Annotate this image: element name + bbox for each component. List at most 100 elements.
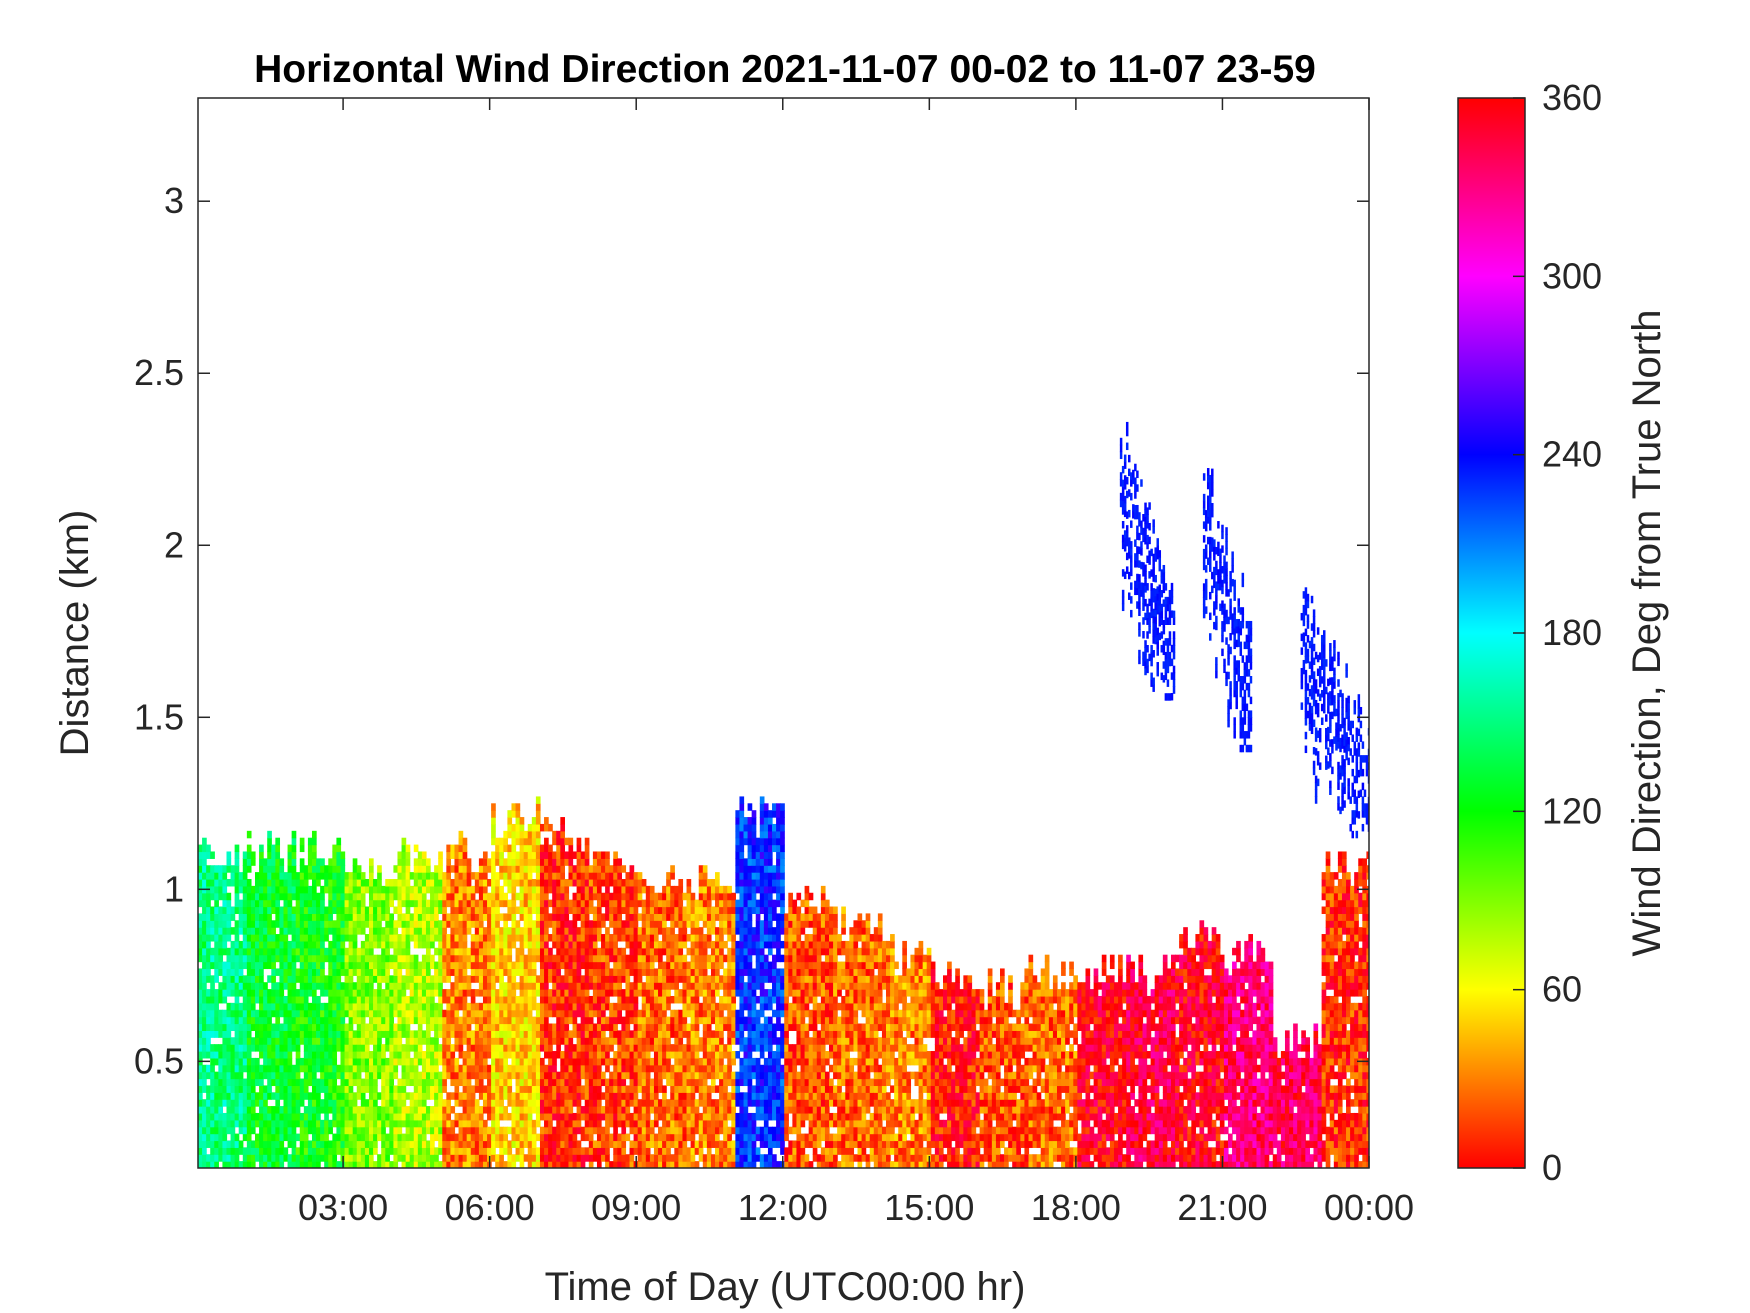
heatmap-cell (670, 906, 675, 915)
heatmap-cell (381, 1119, 386, 1128)
heatmap-cell (263, 1002, 268, 1011)
heatmap-cell (307, 940, 313, 949)
heatmap-cell (385, 920, 390, 928)
heatmap-cell (482, 1016, 488, 1025)
heatmap-cell (446, 1071, 452, 1080)
heatmap-cell (515, 1030, 521, 1038)
heatmap-cell (523, 1078, 529, 1087)
heatmap-cell (450, 961, 456, 970)
heatmap-cell (544, 1064, 549, 1073)
heatmap-cell (438, 899, 443, 908)
heatmap-cell (234, 858, 240, 866)
heatmap-cell (470, 1126, 476, 1135)
heatmap-cell (316, 1154, 321, 1162)
heatmap-cell (413, 865, 419, 873)
heatmap-cell (637, 1161, 643, 1168)
heatmap-cell (519, 1154, 525, 1162)
heatmap-cell (474, 1002, 480, 1011)
heatmap-cell (637, 892, 643, 901)
heatmap-cell (560, 954, 565, 963)
heatmap-cell (393, 1154, 399, 1162)
heatmap-cell (601, 1016, 606, 1025)
heatmap-cell (633, 1016, 639, 1025)
heatmap-cell (633, 947, 639, 956)
heatmap-cell (653, 982, 659, 990)
heatmap-cell (328, 872, 333, 880)
heatmap-cell (417, 899, 423, 908)
heatmap-cell (259, 858, 264, 866)
heatmap-cell (234, 1112, 240, 1121)
heatmap-cell (531, 823, 537, 832)
heatmap-cell (548, 844, 553, 853)
heatmap-cell (230, 968, 236, 976)
heatmap-cell (352, 982, 358, 990)
heatmap-cell (564, 1023, 570, 1031)
heatmap-cell (226, 1030, 232, 1038)
heatmap-cell (478, 1016, 484, 1025)
heatmap-cell (474, 885, 480, 894)
heatmap-cell (263, 1133, 268, 1142)
heatmap-cell (307, 982, 313, 990)
heatmap-cell (670, 1161, 675, 1168)
heatmap-cell (637, 1154, 643, 1162)
heatmap-cell (564, 1009, 570, 1018)
heatmap-cell (531, 1057, 537, 1066)
heatmap-cell (548, 1099, 553, 1107)
heatmap-cell (613, 1092, 618, 1100)
heatmap-cell (519, 1126, 525, 1135)
heatmap-cell (495, 844, 500, 853)
heatmap-cell (645, 961, 651, 970)
heatmap-cell (279, 934, 285, 942)
heatmap-cell (584, 1099, 590, 1107)
heatmap-cell (478, 989, 484, 997)
heatmap-cell (670, 982, 675, 990)
heatmap-cell (263, 1099, 268, 1107)
heatmap-cell (259, 1154, 264, 1162)
heatmap-cell (511, 1051, 517, 1059)
heatmap-cell (576, 1057, 582, 1066)
heatmap-cell (279, 1051, 285, 1059)
heatmap-cell (303, 1126, 309, 1135)
heatmap-cell (267, 1002, 272, 1011)
heatmap-cell (482, 1051, 488, 1059)
heatmap-cell (503, 947, 509, 956)
heatmap-cell (609, 1112, 614, 1121)
heatmap-cell (495, 989, 500, 997)
heatmap-cell (405, 954, 411, 963)
heatmap-cell (535, 1064, 541, 1073)
heatmap-cell (275, 989, 281, 997)
heatmap-cell (503, 1147, 509, 1155)
heatmap-cell (246, 920, 252, 928)
heatmap-cell (609, 1037, 614, 1045)
heatmap-cell (507, 1023, 513, 1031)
heatmap-cell (584, 1126, 590, 1135)
heatmap-cell (259, 920, 264, 928)
heatmap-cell (267, 1037, 272, 1045)
heatmap-cell (332, 1044, 338, 1052)
heatmap-cell (491, 920, 496, 928)
heatmap-cell (254, 906, 260, 915)
heatmap-cell (666, 906, 671, 915)
heatmap-cell (368, 940, 374, 949)
heatmap-cell (332, 989, 338, 997)
heatmap-cell (356, 1057, 362, 1066)
heatmap-cell (279, 989, 285, 997)
heatmap-cell (666, 1078, 671, 1087)
heatmap-cell (202, 1071, 207, 1080)
heatmap-cell (609, 906, 614, 915)
heatmap-cell (670, 961, 675, 970)
heatmap-cell (442, 968, 447, 976)
heatmap-cell (605, 1064, 610, 1073)
heatmap-cell (202, 961, 207, 970)
heatmap-cell (503, 1140, 509, 1148)
heatmap-cell (633, 1140, 639, 1148)
heatmap-cell (250, 961, 256, 970)
heatmap-cell (466, 1112, 472, 1121)
heatmap-cell (637, 1099, 643, 1107)
heatmap-cell (275, 837, 281, 846)
heatmap-cell (531, 1030, 537, 1038)
heatmap-cell (539, 906, 545, 915)
heatmap-cell (238, 954, 244, 963)
heatmap-cell (397, 954, 403, 963)
heatmap-cell (523, 1037, 529, 1045)
